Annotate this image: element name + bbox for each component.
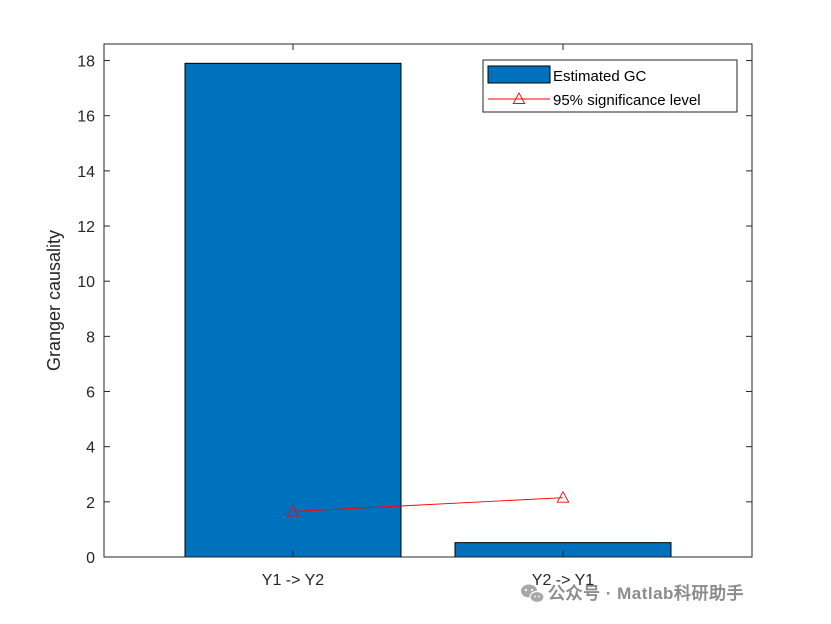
legend-label-estimated: Estimated GC (553, 68, 647, 85)
y-tick-label: 14 (77, 164, 95, 181)
y-axis-label: Granger causality (44, 230, 64, 371)
y-tick-label: 10 (77, 274, 95, 291)
x-axis-ticks: Y1 -> Y2 Y2 -> Y1 (262, 44, 595, 589)
x-tick-label: Y2 -> Y1 (532, 572, 595, 589)
bar-1 (184, 62, 402, 558)
watermark: 公众号 · Matlab科研助手 (521, 583, 744, 604)
legend: Estimated GC 95% significance level (482, 59, 738, 113)
legend-swatch-marker (512, 92, 526, 104)
significance-marker-2 (556, 490, 570, 503)
bar-series (184, 62, 672, 558)
axes-frame (103, 43, 753, 558)
wechat-icon (521, 584, 545, 604)
y-tick-label: 18 (77, 54, 95, 71)
significance-marker-1 (286, 504, 300, 517)
y-tick-label: 16 (77, 109, 95, 126)
legend-swatch-bar (487, 65, 551, 84)
significance-line-series (286, 490, 570, 517)
y-tick-label: 12 (77, 219, 95, 236)
significance-line (292, 497, 564, 512)
axes-box (103, 43, 753, 558)
y-tick-label: 2 (86, 495, 95, 512)
legend-label-significance: 95% significance level (553, 92, 701, 109)
x-tick-label: Y1 -> Y2 (262, 572, 325, 589)
y-tick-label: 0 (86, 550, 95, 567)
y-tick-label: 6 (86, 385, 95, 402)
y-axis-ticks: 0 2 4 6 8 10 12 14 16 18 (77, 54, 752, 567)
y-tick-label: 8 (86, 329, 95, 346)
y-tick-label: 4 (86, 440, 95, 457)
watermark-text: 公众号 · Matlab科研助手 (548, 583, 744, 603)
